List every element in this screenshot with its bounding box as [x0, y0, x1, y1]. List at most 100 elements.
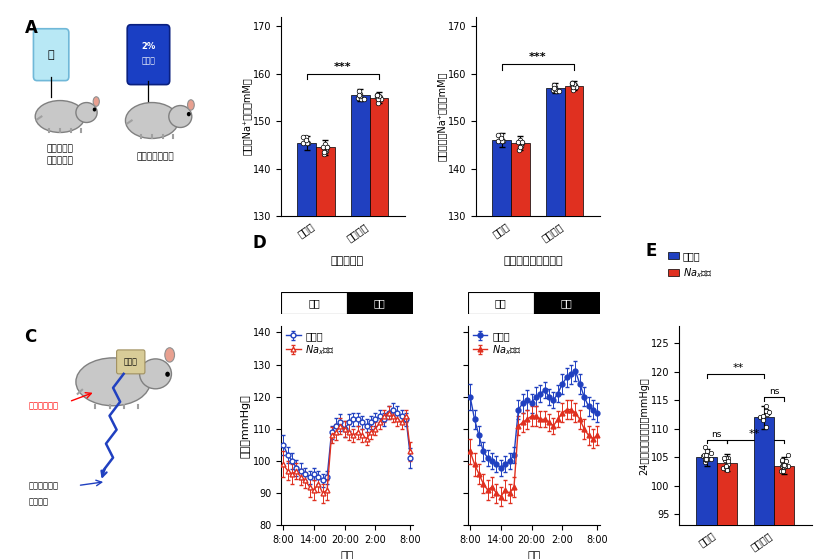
Point [719, 462, 732, 471]
Point [370, 90, 383, 99]
Point [357, 94, 370, 103]
Point [697, 442, 710, 451]
Circle shape [165, 372, 170, 377]
Point [549, 87, 562, 96]
Point [551, 87, 564, 96]
Point [319, 143, 333, 152]
Point [495, 136, 508, 145]
Bar [491, 140, 510, 559]
Point [775, 455, 788, 464]
Point [776, 466, 789, 475]
Point [699, 450, 712, 459]
Text: D: D [251, 234, 265, 252]
Point [299, 136, 312, 145]
Point [547, 84, 560, 93]
Point [697, 450, 710, 459]
Bar [773, 466, 794, 559]
Text: ns: ns [711, 430, 721, 439]
Point [491, 136, 504, 145]
Point [514, 142, 527, 151]
Point [775, 462, 788, 471]
Point [759, 410, 772, 419]
Bar [716, 463, 736, 559]
Text: 水: 水 [48, 50, 54, 60]
Point [715, 464, 728, 473]
Point [774, 457, 787, 466]
Bar [315, 148, 334, 559]
Point [373, 92, 386, 101]
Point [776, 460, 789, 469]
Bar [296, 143, 315, 559]
Point [319, 140, 332, 149]
Point [296, 132, 310, 141]
Ellipse shape [165, 348, 174, 362]
Text: 血圧センサー: 血圧センサー [28, 401, 58, 410]
Point [565, 79, 578, 88]
Legend: 野生型, $Na_x$欠損: 野生型, $Na_x$欠損 [663, 247, 715, 283]
Text: **: ** [748, 429, 759, 439]
Text: 食塩水: 食塩水 [142, 56, 155, 65]
Text: （対照群）: （対照群） [47, 157, 74, 165]
Text: 無線送信: 無線送信 [28, 497, 48, 506]
Point [370, 92, 383, 101]
Point [777, 462, 790, 471]
Y-axis label: 24時間の平均血圧（mmHg）: 24時間の平均血圧（mmHg） [639, 377, 649, 475]
Point [315, 142, 328, 151]
Point [695, 451, 708, 460]
Bar [695, 457, 716, 559]
Point [320, 142, 333, 151]
Point [514, 138, 527, 147]
Point [566, 86, 579, 94]
Point [494, 134, 507, 143]
Point [776, 460, 790, 469]
Point [762, 407, 775, 416]
Text: 通常の状態: 通常の状態 [47, 144, 74, 153]
Point [296, 139, 309, 148]
X-axis label: 時刻: 時刻 [527, 551, 540, 559]
X-axis label: 時刻: 時刻 [340, 551, 353, 559]
Point [717, 453, 730, 462]
Bar [351, 95, 369, 559]
Point [568, 82, 581, 91]
Point [373, 94, 387, 103]
Ellipse shape [93, 97, 99, 106]
Y-axis label: 血液中Na⁺濃度（mM）: 血液中Na⁺濃度（mM） [241, 78, 251, 155]
Point [300, 139, 313, 148]
Y-axis label: 血圧（mmHg）: 血圧（mmHg） [240, 394, 250, 458]
Point [778, 456, 791, 465]
Point [372, 98, 385, 107]
Point [567, 80, 580, 89]
Ellipse shape [188, 100, 194, 110]
Title: 通常の状態: 通常の状態 [330, 256, 363, 266]
Point [699, 455, 712, 464]
Ellipse shape [125, 102, 179, 139]
Point [568, 80, 581, 89]
Point [301, 139, 314, 148]
Point [755, 415, 768, 424]
Point [372, 91, 385, 100]
Point [494, 130, 507, 139]
Y-axis label: 脳脊髄液中Na⁺濃度（mM）: 脳脊髄液中Na⁺濃度（mM） [436, 72, 446, 161]
Text: **: ** [732, 363, 744, 373]
Point [546, 86, 559, 94]
Point [547, 86, 560, 95]
Point [493, 133, 506, 142]
Text: C: C [25, 328, 37, 346]
Point [354, 90, 367, 99]
FancyBboxPatch shape [34, 29, 69, 80]
Ellipse shape [169, 106, 192, 127]
Point [299, 135, 312, 144]
Point [699, 456, 712, 465]
Point [491, 130, 505, 139]
Text: ***: *** [528, 53, 546, 63]
Point [697, 457, 710, 466]
Point [718, 462, 731, 471]
Text: 送信器: 送信器 [124, 357, 138, 366]
Point [760, 406, 773, 415]
Point [720, 466, 733, 475]
Point [513, 135, 526, 144]
Point [371, 95, 384, 104]
Point [755, 414, 768, 423]
Point [704, 454, 717, 463]
Point [515, 138, 528, 146]
